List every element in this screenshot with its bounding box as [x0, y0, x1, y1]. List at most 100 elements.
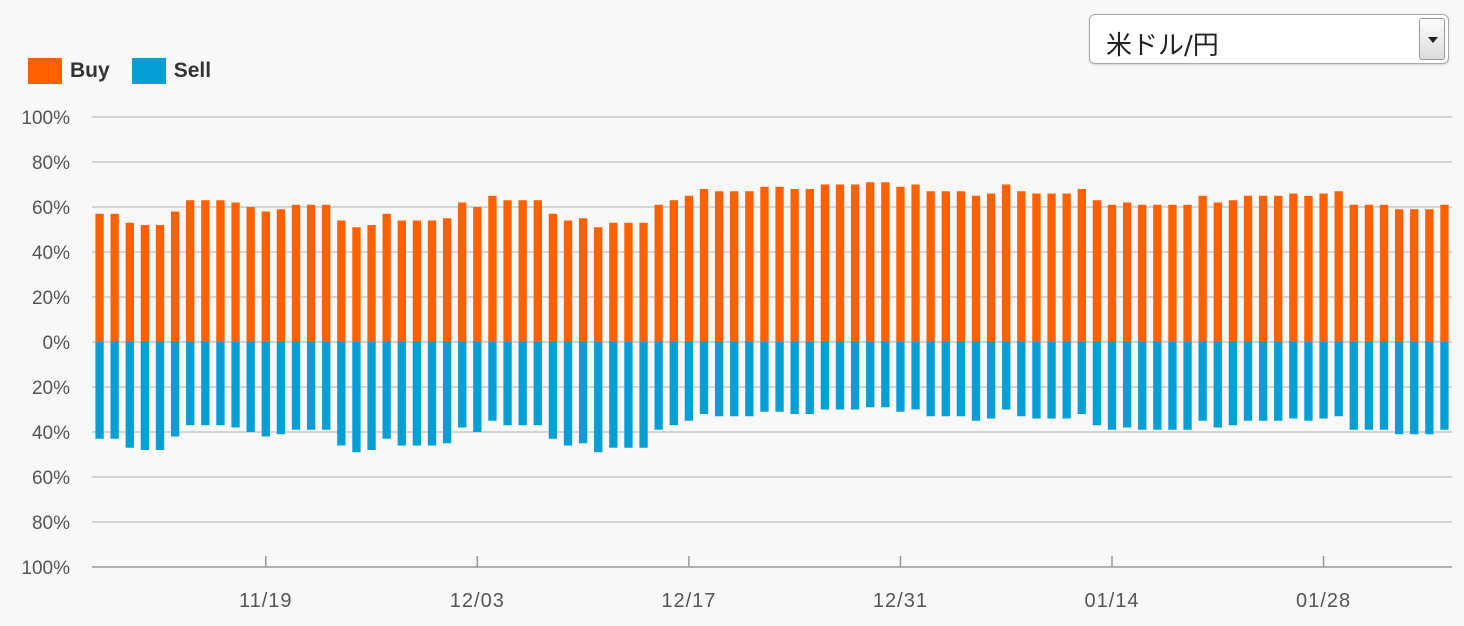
buy-bar	[352, 227, 361, 342]
buy-bar	[1062, 193, 1071, 342]
sell-bar	[1002, 342, 1011, 410]
buy-bar	[412, 220, 422, 342]
select-dropdown-button[interactable]	[1419, 18, 1445, 60]
buy-bar	[1440, 204, 1449, 342]
buy-bar	[367, 225, 376, 342]
sell-bar	[850, 342, 860, 410]
sell-bar	[1077, 342, 1086, 414]
y-tick-label: 100%	[21, 108, 70, 129]
sell-bar	[125, 342, 134, 448]
sell-bar	[1138, 342, 1147, 430]
sell-bar	[639, 342, 648, 448]
buy-bar	[533, 200, 542, 342]
buy-bar	[110, 213, 119, 342]
sell-bar	[458, 342, 467, 428]
buy-bar	[941, 191, 950, 342]
buy-bar	[442, 218, 452, 342]
sell-bar	[745, 342, 754, 417]
buy-bar	[1394, 209, 1404, 342]
legend-item-sell[interactable]: Sell	[131, 58, 211, 84]
sell-bar	[367, 342, 376, 450]
sell-bar	[1258, 342, 1268, 421]
buy-bar	[835, 184, 845, 342]
sell-bar	[624, 342, 633, 448]
sell-bar	[1304, 342, 1313, 421]
buy-bar	[1258, 195, 1268, 342]
sell-bar	[835, 342, 845, 410]
sell-bar	[170, 342, 180, 437]
buy-bar	[1274, 195, 1283, 342]
sell-bar	[1243, 342, 1253, 421]
sell-bar	[140, 342, 150, 450]
buy-bar	[1379, 204, 1389, 342]
buy-bar	[805, 189, 814, 342]
sell-bar	[609, 342, 618, 448]
buy-bar	[850, 184, 860, 342]
buy-bar	[866, 182, 875, 342]
y-tick-label: 40%	[32, 243, 70, 264]
sell-bar	[276, 342, 286, 435]
currency-pair-select[interactable]: 米ドル/円	[1089, 14, 1449, 64]
buy-bar	[1138, 204, 1147, 342]
buy-bar	[1002, 184, 1011, 342]
legend-item-buy[interactable]: Buy	[28, 58, 110, 84]
y-tick-label: 0%	[43, 333, 71, 354]
buy-label: Buy	[70, 59, 110, 82]
sell-bar	[1289, 342, 1298, 419]
sell-bar	[1107, 342, 1117, 430]
buy-bar	[971, 195, 981, 342]
buy-bar	[684, 195, 694, 342]
currency-pair-value: 米ドル/円	[1106, 31, 1219, 61]
y-tick-label: 80%	[32, 153, 70, 174]
buy-bar	[578, 218, 588, 342]
buy-bar	[1168, 204, 1177, 342]
sell-bar	[1334, 342, 1343, 417]
buy-bar	[125, 222, 134, 342]
buy-bar	[473, 207, 482, 342]
sell-bar	[1198, 342, 1207, 421]
buy-bar	[820, 184, 830, 342]
buy-bar	[609, 222, 618, 342]
sell-bar	[760, 342, 769, 412]
sell-bar	[699, 342, 709, 414]
buy-bar	[639, 222, 648, 342]
x-tick-label: 11/19	[239, 590, 293, 612]
sell-bar	[956, 342, 966, 417]
sell-bar	[1364, 342, 1374, 430]
sell-bar	[714, 342, 724, 417]
sell-bar	[669, 342, 678, 426]
buy-bar	[397, 220, 406, 342]
buy-bar	[730, 191, 739, 342]
buy-bar	[1243, 195, 1253, 342]
y-tick-label: 80%	[32, 513, 70, 534]
sell-bar	[1168, 342, 1177, 430]
sell-bar	[911, 342, 920, 410]
sell-bar	[1062, 342, 1071, 419]
sell-bar	[533, 342, 542, 426]
sell-bar	[881, 342, 890, 408]
sell-bar	[427, 342, 437, 446]
buy-bar	[775, 186, 784, 342]
buy-bar	[760, 186, 769, 342]
buy-bar	[1047, 193, 1056, 342]
buy-swatch	[28, 58, 62, 84]
y-tick-label: 20%	[32, 378, 70, 399]
buy-bar	[276, 209, 286, 342]
sell-bar	[548, 342, 558, 439]
buy-bar	[1349, 204, 1358, 342]
buy-bar	[745, 191, 754, 342]
buy-bar	[1364, 204, 1374, 342]
buy-bar	[458, 202, 467, 342]
buy-bar	[1425, 209, 1434, 342]
sell-bar	[442, 342, 452, 444]
sell-bar	[110, 342, 119, 439]
buy-bar	[563, 220, 573, 342]
buy-bar	[1198, 195, 1207, 342]
sell-bar	[382, 342, 391, 439]
sell-bar	[1032, 342, 1041, 419]
sell-bar	[805, 342, 814, 414]
buy-bar	[1077, 189, 1086, 342]
sell-bar	[1319, 342, 1328, 419]
y-tick-label: 20%	[32, 288, 70, 309]
sell-bar	[397, 342, 406, 446]
